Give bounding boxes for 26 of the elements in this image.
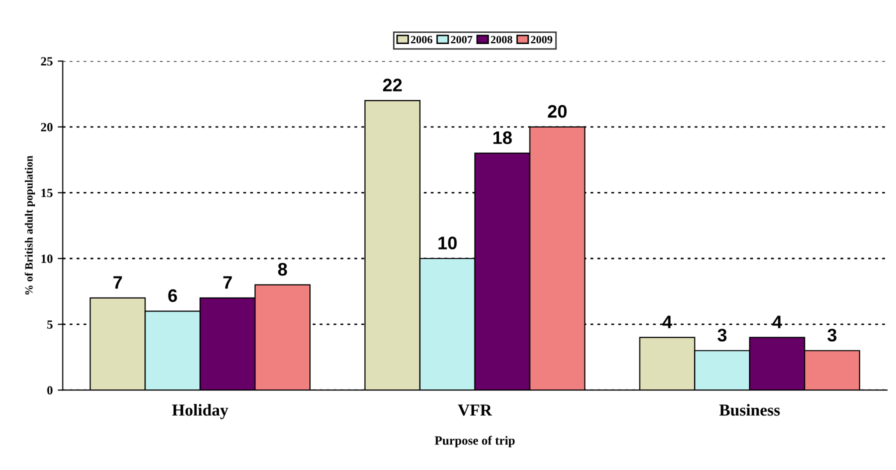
y-axis-title: % of British adult population [24,156,35,295]
data-label: 3 [827,328,836,342]
y-tick-label: 20 [41,122,53,132]
x-tick-label: Holiday [172,404,228,420]
data-label: 4 [662,316,672,328]
data-label: 3 [718,328,727,342]
data-label: 7 [113,276,122,289]
y-tick-label: 15 [42,188,53,198]
data-label: 20 [548,104,567,118]
y-tick-label: 0 [47,386,53,395]
data-label: 8 [278,262,288,276]
legend-label: 2006 [410,36,432,44]
data-label: 7 [223,276,232,289]
data-label: 18 [493,131,512,144]
y-tick-label: 10 [42,254,53,263]
x-tick-label: VFR [458,404,492,416]
y-tick-label: 5 [47,320,53,329]
x-axis-title: Purpose of trip [434,436,515,448]
data-label: 6 [168,289,177,302]
legend-label: 2009 [530,36,552,44]
legend-label: 2008 [490,36,512,44]
data-label: 22 [383,78,402,92]
legend-label: 2007 [450,36,472,44]
y-tick-label: 25 [41,57,53,66]
data-label: 10 [438,236,457,250]
x-tick-label: Business [719,404,780,416]
